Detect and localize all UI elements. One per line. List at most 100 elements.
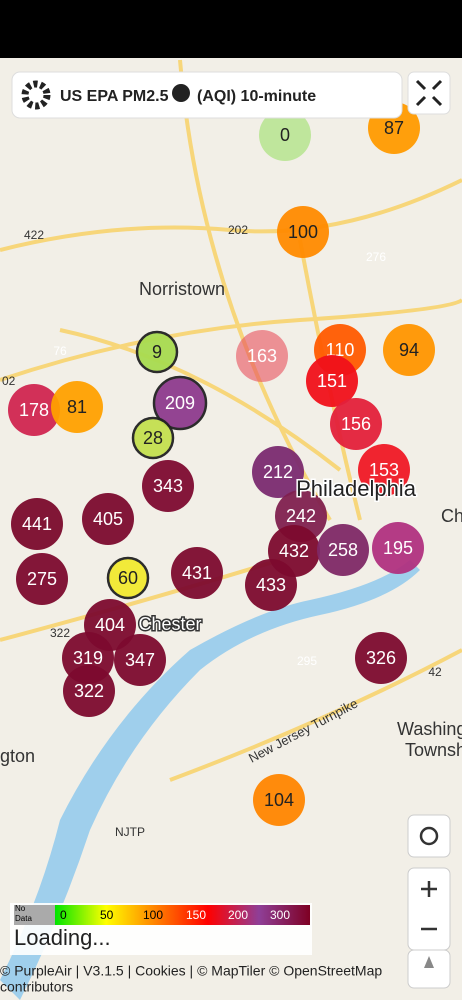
settings-icon[interactable] [21, 80, 51, 110]
sensor-marker [358, 444, 410, 496]
sensor-value: 156 [341, 414, 371, 434]
sensor-value: 433 [256, 575, 286, 595]
sensor-marker [135, 330, 179, 374]
sensor-value: 405 [93, 509, 123, 529]
place-label: gton [0, 746, 35, 766]
sensor-value: 81 [67, 397, 87, 417]
sensor-value: 242 [286, 506, 316, 526]
sensor-marker [253, 774, 305, 826]
sensor-marker [236, 330, 288, 382]
legend-label: 50 [100, 908, 114, 922]
road-shield: 276 [366, 250, 386, 264]
legend-label: Data [15, 914, 32, 923]
sensor-marker [306, 355, 358, 407]
road-shield: NJTP [115, 825, 145, 839]
sensor-marker [82, 493, 134, 545]
sensor-marker [8, 384, 60, 436]
map-controls [407, 814, 451, 989]
layer-title: US EPA PM2.5 [60, 88, 169, 105]
sensor-marker [16, 553, 68, 605]
sensor-value: 432 [279, 541, 309, 561]
place-label: Chester [138, 614, 201, 634]
legend-label: 100 [143, 908, 163, 922]
sensor-marker [51, 381, 103, 433]
legend-label: 200 [228, 908, 248, 922]
sensor-value: 404 [95, 615, 125, 635]
compass-button[interactable] [407, 949, 451, 989]
sensor-value: 441 [22, 514, 52, 534]
sensor-value: 163 [247, 346, 277, 366]
markers: 0 87 100 163 110 94 9 151 178 81 209 156 28 343 212 153… [8, 102, 435, 826]
zoom-control [407, 867, 451, 951]
legend: No Data 0 50 100 150 200 300 Loading... [10, 903, 312, 955]
place-label: Washing [397, 719, 462, 739]
sensor-marker [372, 522, 424, 574]
status-bar [0, 0, 462, 58]
sensor-value: 100 [288, 222, 318, 242]
roads [0, 59, 462, 782]
sensor-value: 258 [328, 540, 358, 560]
road-shield: 42 [428, 665, 442, 679]
status-text: Loading... [14, 925, 111, 950]
sensor-marker [355, 632, 407, 684]
fullscreen-icon [415, 79, 443, 107]
sensor-marker [245, 559, 297, 611]
legend-label: 0 [60, 908, 67, 922]
sensor-marker [131, 416, 175, 460]
sensor-value: 0 [280, 125, 290, 145]
no-data-swatch [14, 905, 55, 925]
sensor-value: 326 [366, 648, 396, 668]
sensor-marker [106, 556, 150, 600]
sensor-marker [277, 206, 329, 258]
sensor-value: 153 [369, 460, 399, 480]
layer-suffix: (AQI) 10-minute [197, 88, 316, 105]
sensor-value: 347 [125, 650, 155, 670]
sensor-value: 319 [73, 648, 103, 668]
place-labels: Norristown Philadelphia Chester Washing … [0, 279, 462, 766]
road-shield: 02 [2, 374, 16, 388]
compass-icon [424, 956, 434, 968]
sensor-value: 28 [143, 428, 163, 448]
layer-selector[interactable] [11, 71, 403, 119]
sensor-value: 209 [165, 393, 195, 413]
attribution: © PurpleAir | V3.1.5 | Cookies | © MapTi… [0, 963, 382, 979]
locate-button[interactable] [407, 814, 451, 858]
sensor-value: 275 [27, 569, 57, 589]
sensor-marker [171, 547, 223, 599]
sensor-marker [317, 524, 369, 576]
road-shield: 295 [297, 654, 317, 668]
sensor-marker [63, 665, 115, 717]
road-shield: 322 [50, 626, 70, 640]
road-shield: 76 [53, 344, 67, 358]
sensor-marker [330, 398, 382, 450]
fullscreen-button[interactable] [407, 71, 451, 115]
sensor-value: 110 [326, 340, 355, 360]
legend-label: No [15, 904, 26, 913]
sensor-marker [152, 375, 208, 431]
info-icon[interactable] [172, 84, 190, 102]
sensor-value: 322 [74, 681, 104, 701]
locate-icon [419, 826, 439, 846]
road-shield: 202 [228, 223, 248, 237]
zoom-in[interactable] [421, 881, 437, 897]
place-label: Ch [441, 506, 462, 526]
sensor-marker [114, 634, 166, 686]
sensor-marker [142, 460, 194, 512]
sensor-value: 151 [317, 371, 347, 391]
sensor-value: 87 [384, 118, 404, 138]
legend-label: 150 [186, 908, 206, 922]
sensor-marker [11, 498, 63, 550]
sensor-value: 178 [19, 400, 49, 420]
sensor-value: 212 [263, 462, 293, 482]
sensor-value: 343 [153, 476, 183, 496]
scale-swatch [55, 905, 310, 925]
place-label: Philadelphia [296, 476, 417, 501]
sensor-marker [383, 324, 435, 376]
river [0, 560, 420, 1000]
sensor-value: 9 [152, 342, 162, 362]
sensor-value: 195 [383, 538, 413, 558]
sensor-marker [259, 109, 311, 161]
legend-label: 300 [270, 908, 290, 922]
